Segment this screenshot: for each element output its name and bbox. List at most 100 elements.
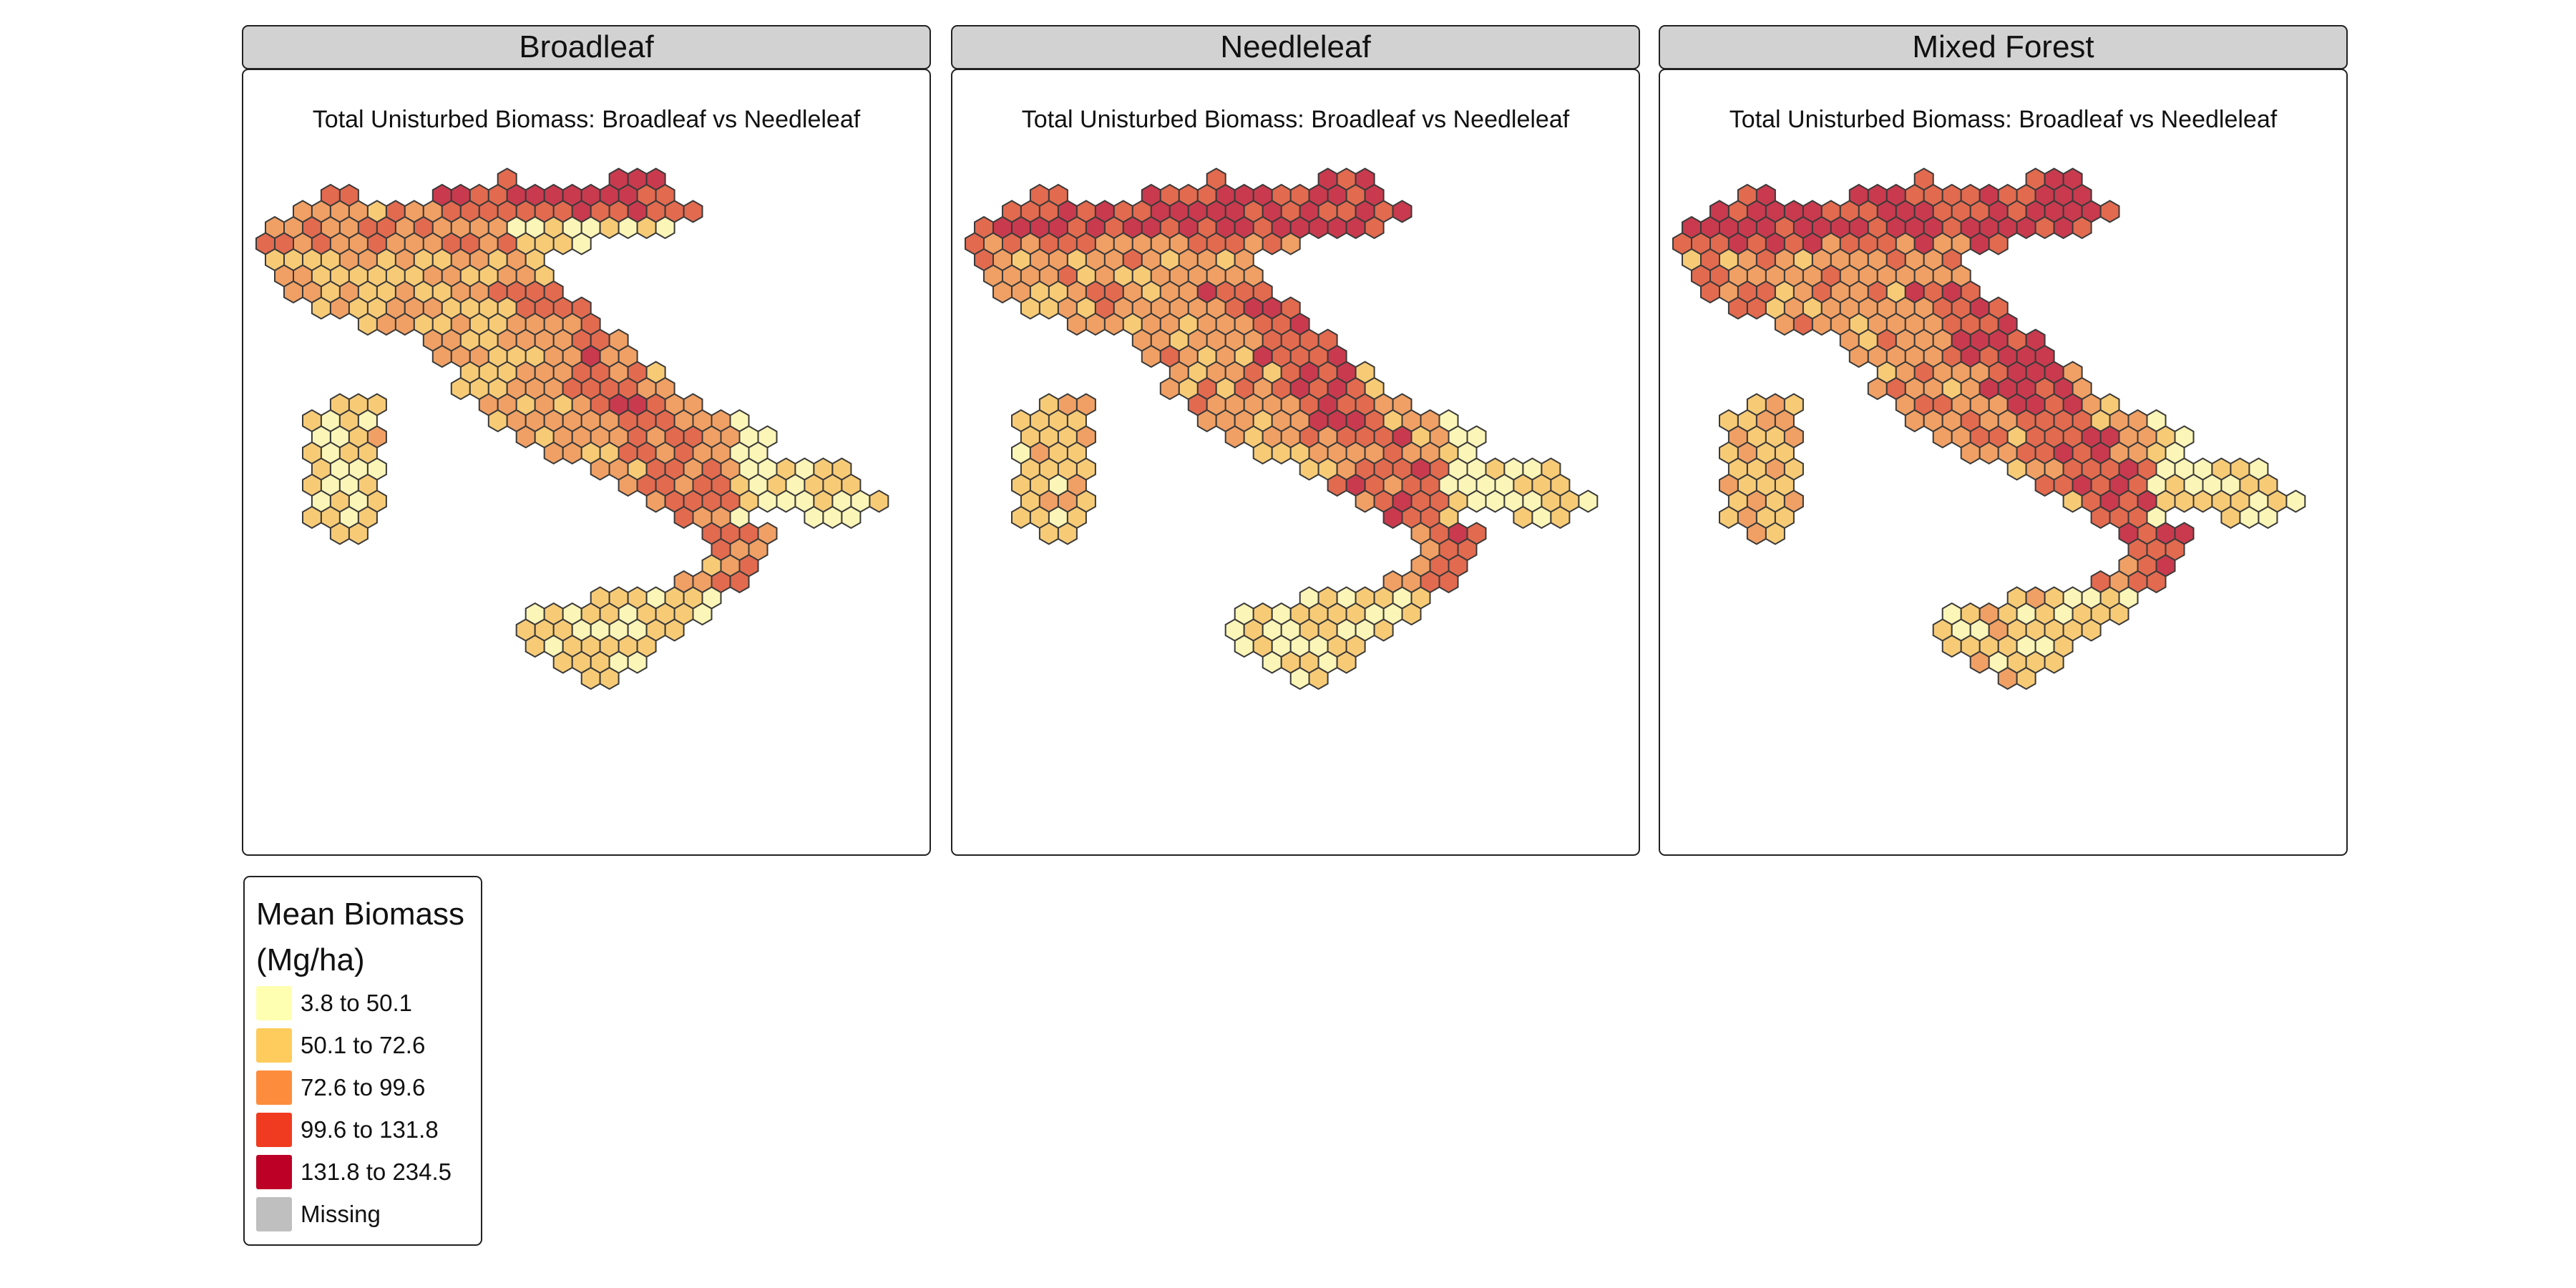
legend-title-line1: Mean Biomass (256, 897, 465, 932)
legend-item: 50.1 to 72.6 (256, 1027, 425, 1064)
hex-cell (1355, 489, 1375, 513)
hex-cell (1103, 312, 1124, 336)
hex-cell (1746, 296, 1767, 320)
hex-cell (1848, 344, 1869, 369)
hex-cell (1280, 232, 1301, 255)
hex-cell (1085, 312, 1106, 336)
hex-cell (599, 666, 620, 691)
legend-swatch (256, 1113, 292, 1147)
hex-cell (804, 505, 824, 530)
legend-label: 72.6 to 99.6 (301, 1074, 426, 1101)
legend-label: 131.8 to 234.5 (301, 1158, 452, 1185)
hex-map-broadleaf (255, 167, 889, 691)
hex-cell (283, 280, 303, 304)
hex-cell (1578, 489, 1599, 513)
hex-cell (515, 425, 536, 449)
map-title: Total Unisturbed Biomass: Broadleaf vs N… (1729, 106, 2278, 133)
hex-cell (2109, 602, 2129, 626)
hex-cell (2072, 215, 2092, 240)
hex-cell (992, 280, 1013, 304)
facet-label: Mixed Forest (1912, 29, 2094, 64)
hex-cell (1700, 280, 1720, 304)
hex-cell (1550, 505, 1571, 530)
hex-cell (1960, 441, 1981, 465)
hex-cell (394, 312, 415, 336)
hex-cell (1336, 650, 1357, 674)
hex-cell (1969, 232, 1990, 255)
hex-cell (348, 522, 369, 545)
map-legend: Mean Biomass (Mg/ha) 3.8 to 50.1 50.1 to… (243, 876, 482, 1246)
legend-label: Missing (301, 1201, 381, 1227)
facet-strip-mixed-forest: Mixed Forest (1659, 25, 2348, 69)
hex-cell (1438, 570, 1459, 594)
legend-item: 72.6 to 99.6 (256, 1069, 425, 1106)
hex-cell (1327, 215, 1347, 240)
hex-cell (1308, 666, 1329, 691)
legend-label: 50.1 to 72.6 (301, 1032, 426, 1058)
legend-swatch (256, 1197, 292, 1231)
hex-cell (543, 441, 564, 465)
legend-label: 3.8 to 50.1 (301, 990, 412, 1016)
hex-cell (1373, 618, 1394, 642)
hex-cell (683, 200, 703, 223)
map-frame-broadleaf: Total Unisturbed Biomass: Broadleaf vs N… (242, 69, 931, 856)
hex-cell (664, 618, 685, 642)
hex-cell (869, 489, 889, 513)
hex-cell (1904, 409, 1925, 433)
hex-cell (1746, 522, 1767, 545)
legend-swatch (256, 1028, 292, 1063)
hex-cell (1382, 505, 1403, 530)
hex-cell (487, 409, 508, 433)
hex-cell (450, 376, 471, 401)
hex-cell (525, 634, 545, 658)
hex-cell (302, 505, 322, 530)
hex-cell (1969, 650, 1990, 674)
hex-cell (1262, 232, 1282, 255)
legend-item: 131.8 to 234.5 (256, 1153, 452, 1191)
hex-cell (1271, 441, 1292, 465)
hex-cell (729, 570, 750, 594)
hex-cell (618, 215, 638, 240)
hex-cell (571, 232, 592, 255)
hex-cell (1765, 522, 1785, 545)
legend-item: Missing (256, 1196, 381, 1233)
hex-cell (2090, 505, 2111, 530)
hex-cell (2062, 489, 2083, 513)
facet-strip-broadleaf: Broadleaf (242, 25, 931, 69)
hex-cell (311, 296, 331, 320)
map-title: Total Unisturbed Biomass: Broadleaf vs N… (312, 106, 861, 133)
hex-cell (1224, 425, 1245, 449)
hex-cell (776, 489, 796, 513)
hex-cell (357, 312, 378, 336)
hex-cell (580, 666, 601, 691)
hex-cell (841, 505, 862, 530)
legend-item: 3.8 to 50.1 (256, 985, 412, 1022)
hex-cell (1979, 441, 1999, 465)
hex-cell (1867, 376, 1888, 401)
hex-cell (1719, 505, 1739, 530)
hex-cell (562, 441, 582, 465)
hex-cell (757, 489, 778, 513)
legend-swatch (256, 986, 292, 1020)
hex-cell (2016, 666, 2036, 691)
map-title: Total Unisturbed Biomass: Broadleaf vs N… (1021, 106, 1570, 133)
hex-cell (1057, 522, 1078, 545)
hex-cell (1038, 296, 1059, 320)
hex-cell (1485, 489, 1506, 513)
hex-cell (2285, 489, 2306, 513)
hex-cell (1038, 522, 1059, 545)
hex-cell (636, 215, 657, 240)
hex-cell (1466, 489, 1487, 513)
hex-cell (1299, 457, 1319, 481)
map-frame-needleleaf: Total Unisturbed Biomass: Broadleaf vs N… (951, 69, 1640, 856)
hex-cell (2220, 505, 2241, 530)
hex-cell (1941, 634, 1962, 658)
hex-cell (2081, 618, 2102, 642)
hex-cell (1727, 296, 1748, 320)
hex-cell (822, 505, 843, 530)
hex-cell (1774, 312, 1795, 336)
hex-cell (655, 215, 675, 240)
map-frame-mixed-forest: Total Unisturbed Biomass: Broadleaf vs N… (1659, 69, 2348, 856)
legend-swatch (256, 1070, 292, 1105)
hex-cell (1345, 215, 1366, 240)
